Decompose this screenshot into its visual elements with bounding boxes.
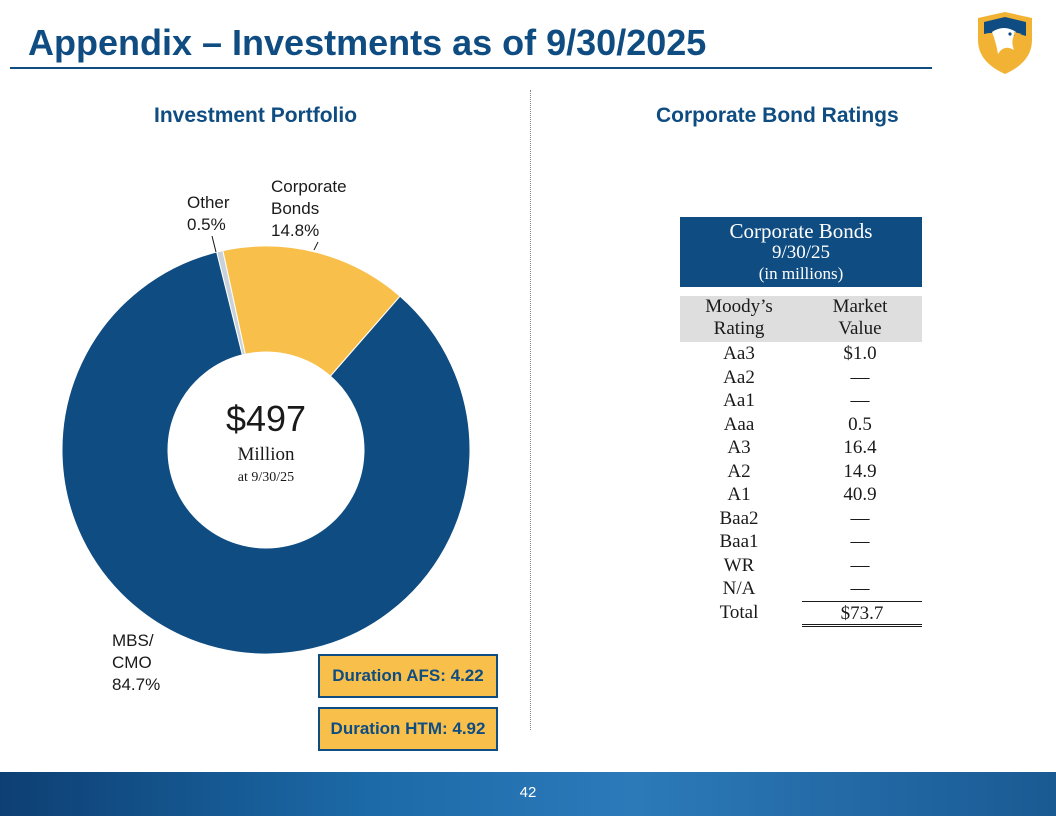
column-header-rating-line2: Rating [713,318,765,339]
bond-table-body: Aa3 $1.0 Aa2— Aa1— Aaa 0.5 A3 16.4 A2 14.9 A1 40.9 B… [680,342,922,601]
total-label: Total [719,601,759,623]
table-row: Aa1 — [680,389,922,413]
donut-center-amount: $497 [225,398,307,439]
slice-label-corporate-pct: 14.8% [271,221,320,240]
table-row: Aa2 — [680,366,922,390]
rating-cell: WR [723,554,755,576]
slice-label-mbs-line1: MBS/ [112,631,154,650]
investment-portfolio-heading: Investment Portfolio [154,104,358,127]
donut-center-date: at 9/30/25 [237,470,295,485]
market-value-cell: — [850,390,870,411]
bond-table-title: Corporate Bonds [729,219,873,243]
slice-label-corporate-bonds: Corporate Bonds 14.8% [271,176,347,242]
eagle-shield-logo-icon [978,12,1032,74]
page-title: Appendix – Investments as of 9/30/2025 [28,22,707,63]
table-row: Aaa 0.5 [680,413,922,437]
market-value-cell: — [850,507,870,529]
market-value-cell: 14.9 [843,460,877,482]
other-leader-line [211,235,217,253]
table-row: Aa3 $1.0 [680,342,922,366]
corporate-bond-table: Corporate Bonds 9/30/25 (in millions) Mo… [680,217,922,627]
bond-table-units: (in millions) [758,264,844,283]
table-row: Baa2 — [680,507,922,531]
page-number: 42 [519,784,537,801]
rating-cell: Aa1 [723,390,755,411]
column-header-value-line2: Value [838,318,882,339]
column-header-value: Market Value [798,296,922,342]
rating-cell: Aa3 [723,343,755,364]
panel-divider [530,90,531,730]
duration-htm-box: Duration HTM: 4.92 [318,707,498,751]
table-row: A2 14.9 [680,460,922,484]
rating-cell: Baa1 [719,531,759,552]
slice-label-mbs-line2: CMO [112,653,152,672]
donut-center-unit: Million [237,444,295,465]
slice-label-mbs-cmo: MBS/ CMO 84.7% [112,630,160,696]
corporate-bond-ratings-heading: Corporate Bond Ratings [656,104,899,127]
bond-table-total-row: Total $73.7 [680,600,922,627]
rating-cell: A2 [727,460,751,482]
bond-table-column-headers: Moody’s Rating Market Value [680,296,922,342]
market-value-cell: — [850,578,870,599]
table-row: Baa1 — [680,530,922,554]
corporate-bonds-leader-line [313,241,319,251]
rating-cell: Baa2 [719,507,759,529]
slice-label-mbs-pct: 84.7% [112,675,161,694]
slice-label-corporate-line2: Bonds [271,199,320,218]
rating-cell: N/A [722,578,756,599]
investment-portfolio-donut-chart [61,235,471,655]
bond-table-date: 9/30/25 [771,242,831,263]
column-header-value-line1: Market [832,296,888,317]
rating-cell: Aa2 [723,366,755,388]
title-underline [10,67,932,69]
table-row: A3 16.4 [680,436,922,460]
market-value-cell: — [850,531,870,552]
table-row: A1 40.9 [680,483,922,507]
market-value-cell: — [850,554,870,576]
column-header-rating-line1: Moody’s [705,296,773,317]
slice-label-other-name: Other [187,193,230,212]
bond-table-header: Corporate Bonds 9/30/25 (in millions) [680,217,922,287]
market-value-cell: 0.5 [848,413,872,435]
market-value-cell: — [850,366,870,388]
slice-label-other: Other 0.5% [187,192,230,236]
slice-label-corporate-line1: Corporate [271,177,347,196]
footer-bar: 42 [0,772,1056,816]
donut-slice-mbs-cmo [61,251,471,655]
table-row: N/A — [680,577,922,601]
duration-afs-box: Duration AFS: 4.22 [318,654,498,698]
column-header-rating: Moody’s Rating [680,296,798,342]
total-value: $73.7 [802,600,922,627]
table-row: WR — [680,554,922,578]
rating-cell: A3 [727,437,751,458]
market-value-cell: 16.4 [843,437,877,458]
market-value-cell: $1.0 [843,343,877,364]
market-value-cell: 40.9 [843,484,877,505]
rating-cell: Aaa [723,413,755,435]
rating-cell: A1 [727,484,751,505]
slice-label-other-pct: 0.5% [187,215,226,234]
